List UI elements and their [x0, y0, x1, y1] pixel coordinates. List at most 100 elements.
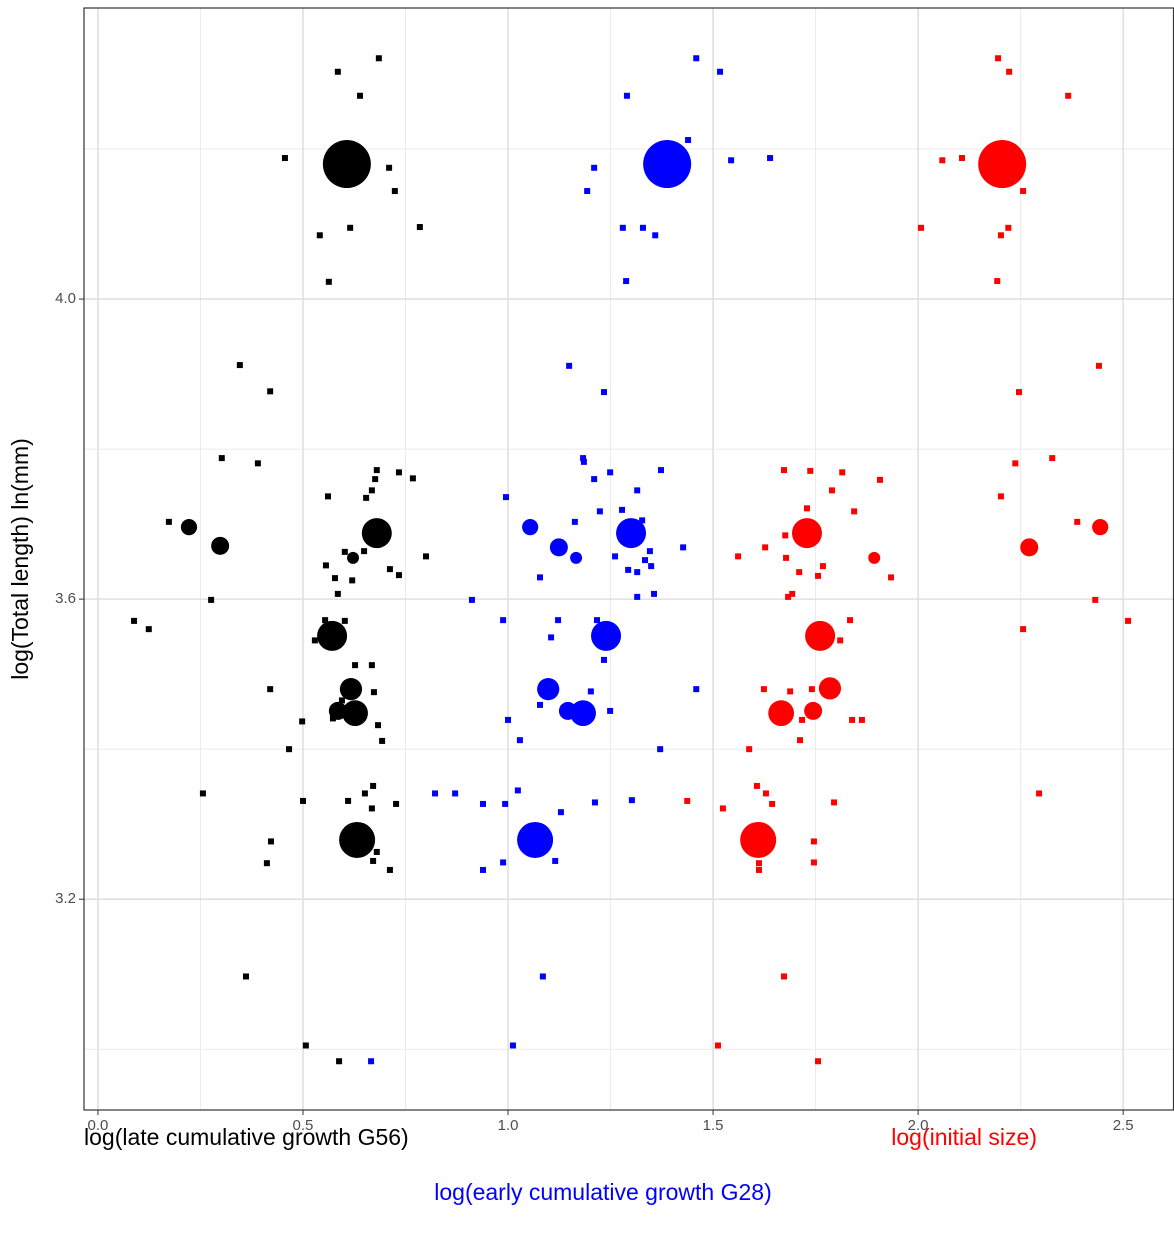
point — [500, 859, 507, 866]
point — [347, 224, 354, 231]
point — [379, 737, 386, 744]
point — [652, 232, 659, 239]
point — [639, 224, 646, 231]
mean-point — [517, 821, 554, 858]
point — [783, 554, 790, 561]
point — [728, 157, 735, 164]
point — [432, 790, 439, 797]
point — [391, 188, 398, 195]
point — [648, 563, 655, 570]
mean-point — [339, 678, 363, 701]
point — [1006, 68, 1013, 75]
point — [851, 508, 858, 515]
point — [714, 1042, 721, 1049]
point — [386, 866, 393, 873]
point — [537, 701, 544, 708]
y-tick-label: 4.0 — [55, 290, 76, 307]
point — [810, 838, 817, 845]
point — [1125, 617, 1132, 624]
point — [657, 746, 664, 753]
point — [331, 575, 338, 582]
point — [797, 737, 804, 744]
grid — [84, 8, 1174, 1110]
point — [634, 487, 641, 494]
mean-point — [549, 538, 568, 557]
point — [375, 722, 382, 729]
point — [361, 790, 368, 797]
point — [1012, 460, 1019, 467]
point — [373, 467, 380, 474]
point — [819, 563, 826, 570]
point — [789, 590, 796, 597]
point — [242, 973, 249, 980]
mean-point — [522, 519, 539, 536]
point — [286, 746, 293, 753]
point — [370, 782, 377, 789]
point — [639, 517, 646, 524]
point — [810, 859, 817, 866]
point — [753, 782, 760, 789]
point — [500, 617, 507, 624]
point — [324, 493, 331, 500]
point — [311, 637, 318, 644]
point — [787, 688, 794, 695]
point — [393, 800, 400, 807]
point — [917, 224, 924, 231]
point — [600, 389, 607, 396]
point — [591, 476, 598, 483]
point — [356, 92, 363, 99]
point — [769, 800, 776, 807]
point — [876, 476, 883, 483]
mean-point — [317, 620, 348, 651]
mean-point — [804, 701, 823, 720]
point — [815, 1058, 822, 1065]
point — [299, 718, 306, 725]
x-tick-label: 0.0 — [88, 1117, 109, 1134]
point — [693, 686, 700, 693]
mean-point — [570, 700, 596, 727]
point — [502, 494, 509, 501]
point — [997, 232, 1004, 239]
point — [719, 805, 726, 812]
point — [762, 790, 769, 797]
mean-point — [361, 518, 392, 549]
point — [557, 809, 564, 816]
point — [847, 617, 854, 624]
point — [641, 557, 648, 564]
point — [735, 553, 742, 560]
point — [548, 634, 555, 641]
point — [831, 799, 838, 806]
point — [807, 467, 814, 474]
point — [1015, 389, 1022, 396]
point — [341, 548, 348, 555]
point — [888, 574, 895, 581]
point — [368, 487, 375, 494]
point — [502, 800, 509, 807]
point — [208, 596, 215, 603]
point — [345, 797, 352, 804]
point — [361, 548, 368, 555]
point — [717, 68, 724, 75]
point — [623, 278, 630, 285]
mean-point — [1092, 519, 1109, 536]
point — [352, 662, 359, 669]
point — [762, 544, 769, 551]
point — [849, 716, 856, 723]
mean-point — [328, 701, 347, 720]
point — [338, 697, 345, 704]
point — [580, 455, 587, 462]
point — [452, 790, 459, 797]
point — [1036, 790, 1043, 797]
axes: 0.0 0.5 1.0 1.5 2.0 2.5 3.2 3.6 4.0 — [55, 290, 1133, 1134]
point — [997, 493, 1004, 500]
point — [263, 860, 270, 867]
point — [370, 857, 377, 864]
point — [939, 157, 946, 164]
point — [165, 518, 172, 525]
point — [509, 1042, 516, 1049]
point — [322, 617, 329, 624]
point — [1092, 596, 1099, 603]
point — [368, 662, 375, 669]
point — [267, 388, 274, 395]
x-axis-label: log(initial size) — [891, 1124, 1037, 1150]
